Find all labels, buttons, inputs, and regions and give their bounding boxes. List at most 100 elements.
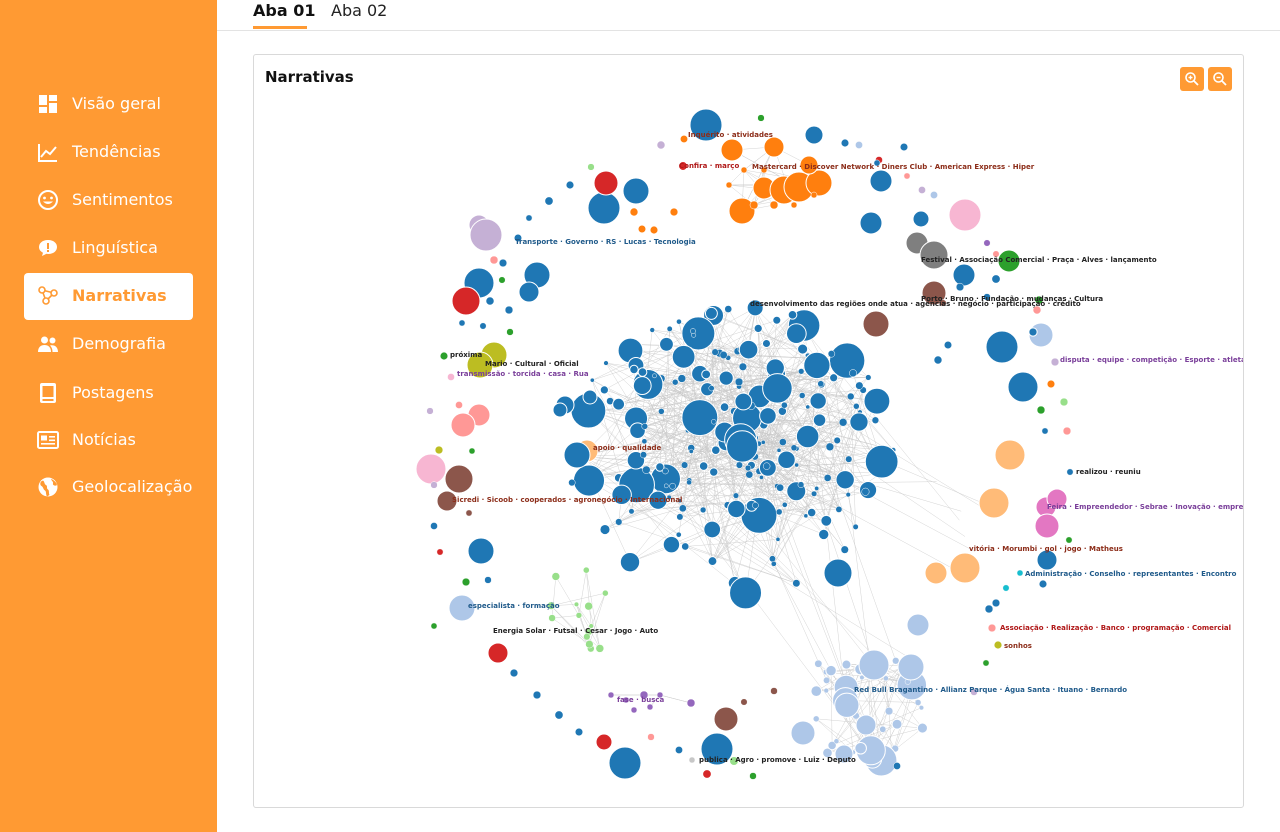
- graph-node[interactable]: [649, 327, 655, 333]
- graph-node[interactable]: [551, 572, 560, 581]
- graph-node[interactable]: [749, 772, 757, 780]
- graph-node[interactable]: [713, 706, 739, 732]
- graph-node[interactable]: [838, 418, 848, 427]
- graph-node[interactable]: [637, 367, 648, 377]
- graph-node[interactable]: [833, 436, 841, 444]
- graph-node[interactable]: [859, 211, 883, 235]
- graph-node[interactable]: [982, 659, 990, 667]
- graph-node[interactable]: [544, 196, 554, 206]
- graph-node[interactable]: [827, 740, 837, 751]
- graph-node[interactable]: [828, 342, 866, 379]
- graph-node[interactable]: [669, 482, 676, 490]
- graph-node[interactable]: [812, 715, 820, 723]
- graph-node[interactable]: [761, 338, 772, 349]
- graph-node[interactable]: [701, 369, 712, 380]
- graph-node[interactable]: [810, 191, 818, 199]
- graph-node[interactable]: [573, 601, 580, 607]
- graph-node[interactable]: [656, 140, 666, 150]
- graph-node[interactable]: [854, 741, 867, 755]
- graph-node[interactable]: [461, 577, 471, 587]
- graph-node[interactable]: [732, 492, 740, 499]
- graph-node[interactable]: [930, 191, 938, 199]
- graph-node[interactable]: [681, 316, 716, 351]
- graph-node[interactable]: [647, 733, 655, 741]
- graph-node[interactable]: [447, 373, 455, 381]
- graph-node[interactable]: [588, 623, 594, 629]
- graph-node[interactable]: [718, 370, 734, 386]
- graph-node[interactable]: [729, 576, 763, 610]
- zoom-out-button[interactable]: [1208, 67, 1232, 91]
- graph-node[interactable]: [629, 422, 646, 439]
- graph-node[interactable]: [997, 249, 1021, 273]
- graph-node[interactable]: [1007, 371, 1039, 403]
- graph-node[interactable]: [798, 392, 806, 399]
- graph-node[interactable]: [585, 640, 594, 649]
- graph-node[interactable]: [865, 374, 872, 381]
- graph-node[interactable]: [775, 508, 783, 516]
- graph-node[interactable]: [849, 369, 857, 378]
- graph-node[interactable]: [871, 416, 880, 424]
- graph-node[interactable]: [855, 714, 877, 736]
- graph-node[interactable]: [619, 551, 641, 573]
- graph-node[interactable]: [883, 675, 889, 682]
- graph-node[interactable]: [663, 483, 669, 489]
- graph-node[interactable]: [629, 207, 639, 217]
- graph-node[interactable]: [675, 746, 683, 754]
- sidebar-item-postagens[interactable]: Postagens: [24, 370, 193, 417]
- sidebar-item-sentimentos[interactable]: Sentimentos: [24, 177, 193, 224]
- graph-node[interactable]: [787, 310, 798, 320]
- graph-node[interactable]: [672, 378, 679, 386]
- graph-node[interactable]: [1032, 305, 1042, 315]
- graph-node[interactable]: [700, 732, 734, 766]
- graph-node[interactable]: [897, 653, 925, 681]
- graph-node[interactable]: [671, 344, 696, 369]
- graph-node[interactable]: [983, 293, 991, 301]
- graph-node[interactable]: [584, 601, 593, 611]
- graph-node[interactable]: [681, 542, 690, 551]
- graph-node[interactable]: [863, 387, 891, 415]
- graph-node[interactable]: [681, 399, 719, 437]
- graph-node[interactable]: [752, 502, 759, 509]
- graph-node[interactable]: [642, 465, 651, 474]
- graph-node[interactable]: [987, 623, 997, 633]
- graph-node[interactable]: [669, 207, 679, 217]
- graph-node[interactable]: [622, 696, 630, 704]
- graph-node[interactable]: [439, 351, 449, 361]
- sidebar-item-geolocalizacao[interactable]: Geolocalização: [24, 464, 193, 511]
- graph-node[interactable]: [583, 566, 590, 574]
- graph-node[interactable]: [805, 404, 811, 410]
- graph-node[interactable]: [823, 676, 831, 684]
- graph-node[interactable]: [574, 727, 584, 737]
- graph-node[interactable]: [708, 385, 715, 392]
- graph-node[interactable]: [763, 136, 785, 158]
- graph-node[interactable]: [744, 464, 752, 472]
- graph-node[interactable]: [994, 439, 1026, 471]
- graph-node[interactable]: [729, 756, 739, 766]
- graph-node[interactable]: [688, 448, 694, 454]
- graph-node[interactable]: [749, 200, 759, 210]
- graph-node[interactable]: [583, 633, 591, 641]
- graph-node[interactable]: [434, 445, 444, 455]
- graph-node[interactable]: [794, 462, 799, 468]
- graph-node[interactable]: [639, 690, 649, 700]
- graph-node[interactable]: [677, 374, 687, 383]
- graph-node[interactable]: [728, 197, 756, 225]
- graph-node[interactable]: [772, 315, 782, 325]
- graph-node[interactable]: [840, 545, 849, 554]
- graph-node[interactable]: [641, 423, 649, 430]
- graph-node[interactable]: [676, 318, 682, 325]
- graph-node[interactable]: [552, 402, 568, 418]
- graph-node[interactable]: [812, 413, 827, 427]
- graph-node[interactable]: [855, 381, 864, 390]
- sidebar-item-tendencias[interactable]: Tendências: [24, 129, 193, 176]
- graph-node[interactable]: [1038, 579, 1048, 589]
- graph-node[interactable]: [666, 325, 673, 332]
- graph-node[interactable]: [1046, 379, 1056, 389]
- graph-node[interactable]: [727, 499, 746, 519]
- zoom-in-button[interactable]: [1180, 67, 1204, 91]
- graph-node[interactable]: [775, 537, 781, 542]
- graph-node[interactable]: [799, 155, 819, 175]
- graph-node[interactable]: [649, 225, 659, 235]
- graph-node[interactable]: [845, 455, 853, 463]
- graph-node[interactable]: [430, 481, 438, 489]
